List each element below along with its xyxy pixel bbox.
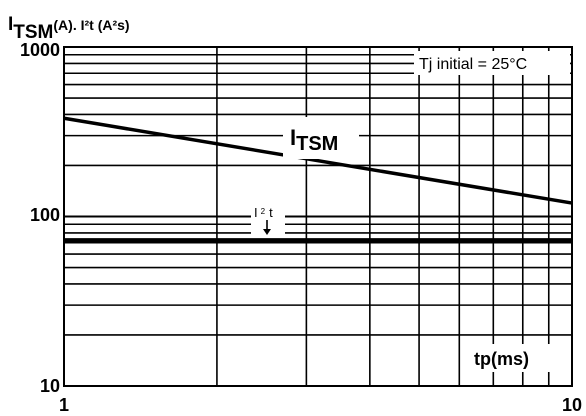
y-tick-label-1000: 1000: [20, 40, 60, 60]
x-axis-label-box: [470, 344, 556, 372]
y-axis-label: ITSM(A). I²t (A²s): [8, 14, 130, 43]
x-tick-label-10: 10: [562, 395, 582, 415]
series-itsm-label-subscript: TSM: [296, 133, 338, 155]
series-itsm-label-box: [283, 117, 359, 159]
series-itsm-line: [63, 116, 573, 205]
series-i2t-label-prefix: I: [254, 205, 258, 220]
x-axis-label: tp(ms): [474, 349, 529, 369]
series-i2t-label-sup: 2: [261, 207, 266, 216]
series-itsm-label: ITSM: [290, 125, 338, 155]
series-itsm-label-prefix: I: [290, 125, 296, 150]
series-i2t-arrow-icon: [263, 220, 271, 235]
x-tick-label-1: 1: [59, 395, 69, 415]
plot-frame: [63, 46, 573, 387]
y-axis-label-suffix: (A). I²t (A²s): [53, 17, 129, 33]
y-tick-label-10: 10: [40, 376, 60, 396]
series-i2t-label-suffix: t: [269, 205, 273, 220]
annotation-text: Tj initial = 25°C: [419, 56, 527, 73]
y-axis-label-subscript: TSM: [13, 22, 53, 43]
grid: [64, 47, 572, 386]
y-axis-label-prefix: I: [8, 14, 13, 35]
y-tick-label-100: 100: [30, 205, 60, 225]
annotation-box: [414, 51, 570, 75]
